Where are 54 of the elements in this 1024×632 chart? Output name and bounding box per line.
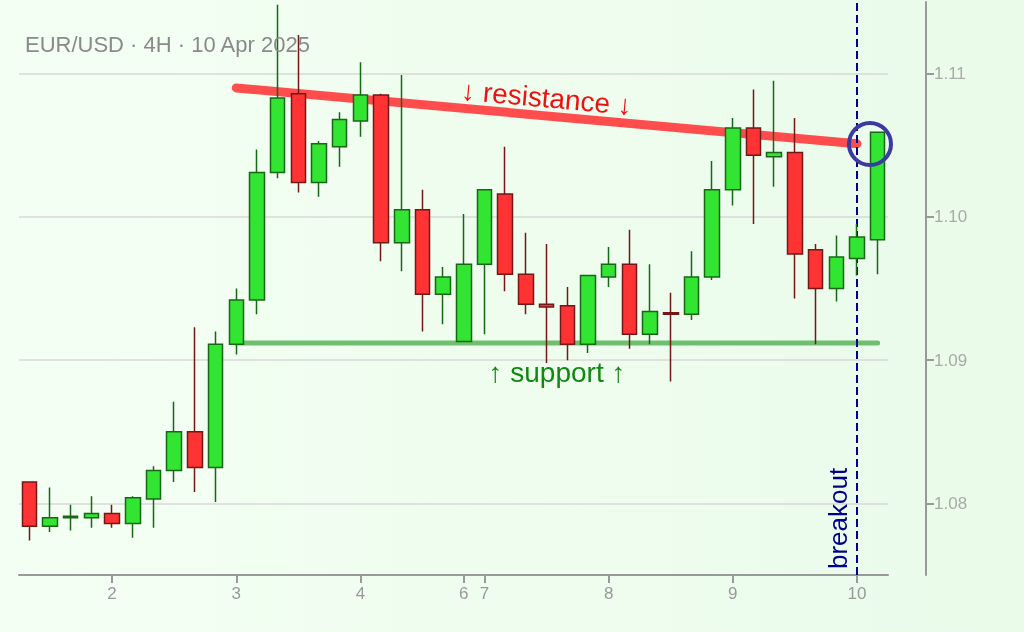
- candlestick: [703, 160, 721, 281]
- candlestick: [559, 286, 576, 361]
- candlestick: [145, 465, 162, 529]
- candlestick: [21, 481, 38, 542]
- x-tick-label: 8: [603, 584, 614, 603]
- candlestick: [414, 188, 431, 333]
- candlestick: [683, 250, 700, 321]
- candlestick: [517, 231, 535, 316]
- candlestick: [165, 400, 183, 483]
- x-tick-label: 4: [355, 584, 366, 603]
- candlestick: [124, 495, 142, 539]
- candlestick: [869, 131, 886, 275]
- candlestick: [786, 117, 804, 300]
- y-tick-label: 1.08: [934, 493, 968, 513]
- candlestick: [248, 148, 266, 316]
- candlestick: [621, 229, 638, 350]
- candlestick: [372, 92, 390, 263]
- x-tick-label: 9: [728, 584, 738, 603]
- y-tick-label: 1.11: [934, 64, 966, 84]
- candlestick: [765, 80, 783, 188]
- candlestick: [476, 188, 493, 336]
- candlestick: [848, 223, 866, 277]
- candlestick: [310, 140, 328, 198]
- candlestick: [745, 88, 762, 225]
- x-tick-label: 6: [459, 584, 469, 603]
- candlestick: [807, 243, 824, 346]
- candlestick: [228, 287, 245, 356]
- candlestick: [538, 243, 555, 364]
- candlestick: [331, 111, 348, 168]
- ref-line-label: breakout: [822, 467, 853, 569]
- candlestick: [455, 213, 473, 343]
- candlestick: [186, 326, 204, 493]
- x-tick-label: 2: [107, 584, 117, 603]
- candlestick: [641, 263, 659, 346]
- y-tick-label: 1.09: [934, 350, 968, 370]
- candlestick: [393, 74, 411, 273]
- candlestick: [600, 246, 617, 288]
- candlestick: [83, 495, 100, 529]
- candlestick: [41, 486, 59, 533]
- candlestick: [103, 504, 121, 529]
- candlestick: [434, 266, 452, 326]
- x-tick-label: 3: [231, 584, 241, 603]
- candlestick: [724, 117, 742, 207]
- series-label: ↑ support ↑: [488, 357, 626, 389]
- candlestick: [496, 145, 514, 293]
- text: ↓ resistance ↓: [459, 74, 634, 122]
- y-tick-label: 1.10: [934, 207, 968, 227]
- candlestick: [662, 292, 680, 383]
- candlestick: [579, 274, 597, 354]
- candlestick: [207, 330, 224, 503]
- x-tick-label: 10: [847, 584, 867, 603]
- candlestick: [352, 61, 369, 138]
- x-tick-label: 7: [479, 584, 490, 603]
- candlestick: [828, 234, 845, 303]
